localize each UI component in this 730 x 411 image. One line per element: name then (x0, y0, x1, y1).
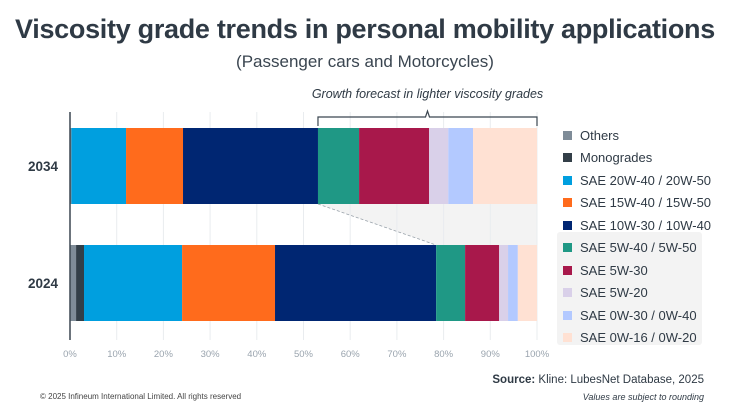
legend-label: SAE 20W-40 / 20W-50 (580, 172, 712, 188)
bar-segment-2034-sae-5w-20 (429, 128, 449, 204)
legend-label: SAE 10W-30 / 10W-40 (580, 217, 712, 233)
growth-annotation: Growth forecast in lighter viscosity gra… (311, 87, 544, 101)
bar-segment-2034-sae-15w-40-15w-50 (126, 128, 184, 204)
bar-segment-2024-monogrades (76, 245, 85, 321)
bar-segment-2024-sae-5w-40-5w-50 (436, 245, 466, 321)
legend-item: SAE 10W-30 / 10W-40 (563, 214, 713, 237)
legend-swatch (563, 288, 572, 298)
legend-label: SAE 15W-40 / 15W-50 (580, 195, 712, 211)
x-tick-label: 50% (294, 349, 314, 360)
legend-swatch (563, 310, 572, 320)
legend-item: SAE 0W-16 / 0W-20 (563, 327, 713, 350)
x-tick-label: 100% (525, 349, 550, 360)
x-tick-label: 40% (247, 349, 267, 360)
legend-label: SAE 5W-30 (580, 262, 648, 278)
bar-segment-2024-sae-5w-20 (499, 245, 509, 321)
chart-subtitle: (Passenger cars and Motorcycles) (236, 52, 494, 71)
legend-item: SAE 20W-40 / 20W-50 (563, 169, 713, 192)
bar-segment-2024-sae-0w-16-0w-20 (517, 245, 537, 321)
bar-segment-2024-sae-5w-30 (465, 245, 500, 321)
category-label: 2034 (28, 159, 59, 174)
legend-label: SAE 5W-20 (580, 285, 648, 301)
legend-swatch (563, 220, 572, 230)
legend-item: Others (563, 124, 713, 147)
chart-title: Viscosity grade trends in personal mobil… (15, 14, 715, 44)
bar-segment-2024-sae-10w-30-10w-40 (275, 245, 437, 321)
legend-label: SAE 5W-40 / 5W-50 (580, 240, 697, 256)
legend-item: SAE 0W-30 / 0W-40 (563, 304, 713, 327)
legend-item: SAE 5W-20 (563, 282, 713, 305)
bar-segment-2034-sae-5w-30 (359, 128, 430, 204)
legend-swatch (563, 333, 572, 343)
source-label: Source: (492, 374, 536, 386)
category-label: 2024 (28, 276, 59, 291)
source-text: Kline: LubesNet Database, 2025 (535, 374, 704, 386)
legend: Others Monogrades SAE 20W-40 / 20W-50 SAE 1… (563, 124, 713, 349)
legend-item: Monogrades (563, 147, 713, 170)
rounding-note: Values are subject to rounding (582, 392, 704, 402)
legend-highlight-panel (557, 232, 702, 345)
legend-swatch (563, 175, 572, 185)
bar-segment-2034-sae-0w-30-0w-40 (448, 128, 474, 204)
x-tick-label: 30% (201, 349, 221, 360)
legend-label: Others (580, 127, 620, 143)
growth-bracket (317, 109, 538, 126)
legend-item: SAE 5W-30 (563, 259, 713, 282)
legend-item: SAE 15W-40 / 15W-50 (563, 192, 713, 215)
growth-connector-line (317, 203, 437, 246)
bar-segment-2024-sae-0w-30-0w-40 (508, 245, 518, 321)
bar-segment-2034-sae-0w-16-0w-20 (473, 128, 537, 204)
legend-label: SAE 0W-16 / 0W-20 (580, 330, 697, 346)
bar-segment-2034-sae-10w-30-10w-40 (183, 128, 318, 204)
bar-segment-2034-sae-20w-40-20w-50 (71, 128, 127, 204)
x-tick-label: 0% (63, 349, 77, 360)
copyright: © 2025 Infineum International Limited. A… (40, 392, 242, 401)
legend-swatch (563, 198, 572, 208)
x-tick-label: 70% (387, 349, 407, 360)
legend-item: SAE 5W-40 / 5W-50 (563, 237, 713, 260)
x-tick-label: 60% (341, 349, 361, 360)
growth-highlight-area (317, 204, 537, 245)
bar-segment-2034-sae-5w-40-5w-50 (317, 128, 360, 204)
bar-segment-2024-sae-15w-40-15w-50 (182, 245, 276, 321)
bar-segment-2024-others (70, 245, 77, 321)
legend-swatch (563, 243, 572, 253)
source-note: Source: Kline: LubesNet Database, 2025 (492, 374, 704, 386)
legend-swatch (563, 153, 572, 163)
x-tick-label: 10% (107, 349, 127, 360)
legend-swatch (563, 265, 572, 275)
x-tick-label: 80% (434, 349, 454, 360)
x-tick-label: 20% (154, 349, 174, 360)
legend-swatch (563, 130, 572, 140)
legend-label: Monogrades (580, 150, 653, 166)
bar-segment-2024-sae-20w-40-20w-50 (84, 245, 183, 321)
legend-label: SAE 0W-30 / 0W-40 (580, 307, 697, 323)
x-tick-label: 90% (481, 349, 501, 360)
